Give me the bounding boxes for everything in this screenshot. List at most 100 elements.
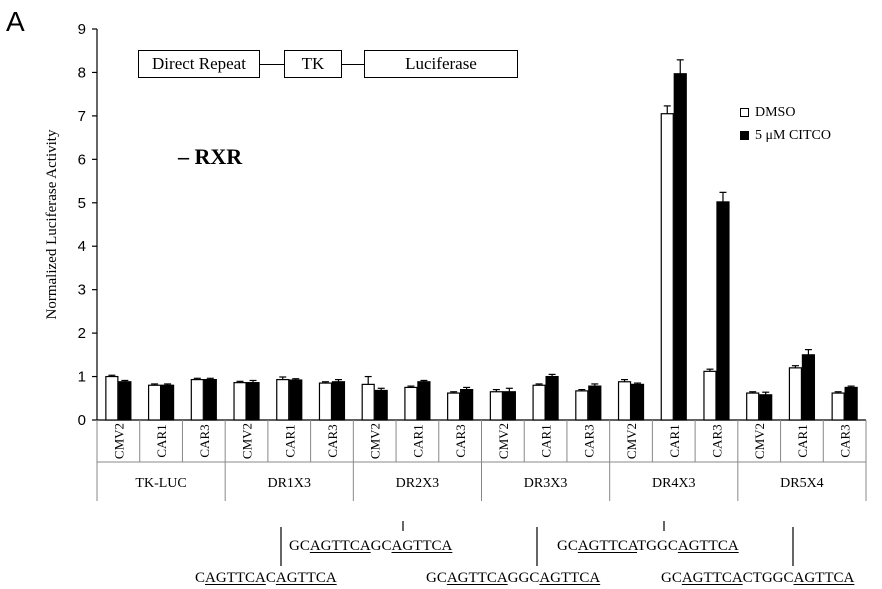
bar-dmso: [703, 370, 717, 421]
bar-dmso: [361, 383, 375, 421]
half-site-text: AGTTCA: [391, 538, 453, 554]
y-tick-label: 8: [78, 64, 86, 81]
spacer-text: CTGGC: [742, 570, 794, 586]
luciferase-box: Luciferase: [364, 50, 518, 78]
bar-dmso: [617, 381, 632, 421]
bar-dmso: [404, 386, 418, 421]
direct-repeat-box: Direct Repeat: [138, 50, 260, 78]
bar-dmso: [105, 375, 119, 421]
sequence-dr2: GCAGTTCAGCAGTTCA: [289, 538, 452, 555]
bar-citco: [716, 201, 730, 421]
y-axis-label: Normalized Luciferase Activity: [44, 129, 60, 319]
y-tick-label: 0: [78, 412, 86, 429]
y-tick-label: 3: [78, 282, 86, 299]
bar-dmso: [575, 390, 589, 421]
legend-item-dmso: DMSO: [740, 101, 831, 124]
bar-citco: [374, 389, 388, 421]
dmso-swatch: [740, 108, 749, 117]
spacer-text: GC: [426, 570, 447, 586]
bar-dmso: [318, 382, 333, 421]
legend-item-citco: 5 μM CITCO: [740, 124, 831, 147]
bar-citco: [759, 394, 773, 421]
half-site-text: AGTTCA: [205, 570, 266, 586]
bar-citco: [118, 381, 132, 421]
bar-dmso: [147, 384, 162, 421]
bar-citco: [502, 391, 516, 421]
bar-dmso: [746, 392, 760, 421]
bar-citco: [545, 375, 559, 421]
spacer-text: GC: [289, 538, 310, 554]
category-label: CAR1: [282, 424, 297, 457]
legend: DMSO 5 μM CITCO: [740, 101, 831, 147]
category-label: CAR3: [325, 424, 340, 457]
sequence-dr4: GCAGTTCATGGCAGTTCA: [557, 538, 739, 555]
spacer-text: GC: [370, 538, 392, 554]
category-label: CMV2: [111, 423, 126, 459]
category-label: CMV2: [368, 423, 383, 459]
spacer-text: C: [195, 570, 206, 586]
bar-dmso: [831, 392, 845, 421]
bar-citco: [203, 378, 217, 421]
y-tick-label: 9: [78, 21, 86, 38]
half-site-text: AGTTCA: [275, 570, 337, 586]
spacer-text: GGC: [507, 570, 540, 586]
y-tick-label: 7: [78, 108, 86, 125]
y-tick-label: 6: [78, 151, 86, 168]
sequence-dr1: CAGTTCACAGTTCA: [195, 570, 337, 587]
category-label: CAR1: [667, 424, 682, 457]
group-label: TK-LUC: [135, 476, 186, 491]
panel-label: A: [6, 6, 25, 37]
half-site-text: AGTTCA: [577, 538, 638, 554]
y-tick-label: 5: [78, 195, 86, 212]
sequence-dr5: GCAGTTCACTGGCAGTTCA: [661, 570, 854, 587]
half-site-text: AGTTCA: [539, 570, 601, 586]
bar-dmso: [660, 113, 674, 421]
spacer-text: C: [265, 570, 276, 586]
y-tick-label: 4: [78, 238, 86, 255]
bar-dmso: [233, 382, 247, 421]
category-label: CAR1: [154, 424, 169, 457]
bar-citco: [673, 73, 687, 421]
bar-citco: [246, 382, 260, 421]
group-label: DR5X4: [780, 476, 824, 491]
group-label: DR2X3: [396, 476, 440, 491]
sequence-dr3: GCAGTTCAGGCAGTTCA: [426, 570, 600, 587]
half-site-text: AGTTCA: [793, 570, 855, 586]
bar-citco: [160, 384, 175, 421]
connector-line: [260, 64, 284, 65]
group-label: DR3X3: [524, 476, 568, 491]
y-tick-label: 1: [78, 369, 86, 386]
category-label: CAR1: [539, 424, 554, 457]
category-label: CAR3: [709, 424, 724, 457]
category-label: CAR1: [410, 424, 425, 457]
y-tick-label: 2: [78, 325, 86, 342]
citco-swatch: [740, 131, 749, 140]
half-site-text: AGTTCA: [446, 570, 508, 586]
category-label: CAR3: [453, 424, 468, 457]
category-label: CAR3: [581, 424, 596, 457]
legend-label: 5 μM CITCO: [755, 128, 831, 143]
tk-box: TK: [284, 50, 342, 78]
category-label: CMV2: [624, 423, 639, 459]
group-label: DR4X3: [652, 476, 696, 491]
category-label: CAR3: [197, 424, 212, 457]
bar-dmso: [489, 391, 503, 421]
condition-label: – RXR: [178, 144, 243, 169]
category-label: CMV2: [496, 423, 511, 459]
bar-dmso: [190, 378, 204, 421]
bar-citco: [630, 383, 645, 421]
category-label: CAR3: [838, 424, 853, 457]
category-label: CAR1: [795, 424, 810, 457]
half-site-text: AGTTCA: [681, 570, 743, 586]
connector-line: [342, 64, 364, 65]
category-label: CMV2: [240, 423, 255, 459]
bar-dmso: [447, 392, 461, 421]
bar-citco: [844, 386, 858, 421]
bar-citco: [801, 354, 816, 421]
spacer-text: GC: [557, 538, 578, 554]
bar-citco: [588, 385, 602, 421]
bar-citco: [460, 388, 474, 421]
bar-citco: [417, 381, 431, 421]
bar-citco: [289, 379, 303, 421]
